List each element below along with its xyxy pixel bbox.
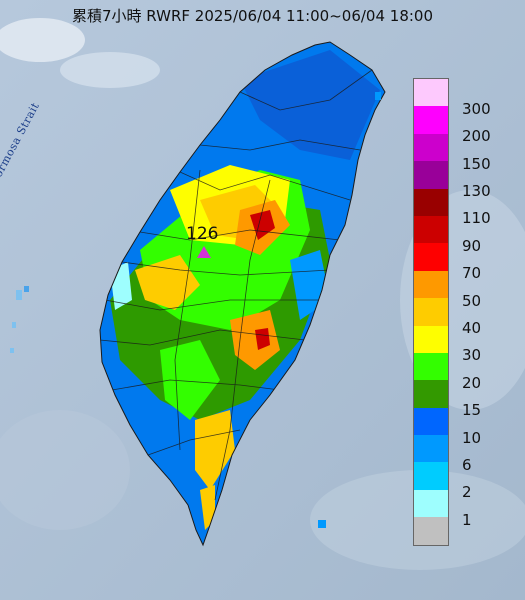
legend-swatch (414, 188, 448, 216)
map-title: 累積7小時 RWRF 2025/06/04 11:00~06/04 18:00 (72, 7, 434, 25)
legend-label: 90 (462, 236, 482, 255)
legend-label: 2 (462, 483, 472, 502)
legend-label: 130 (462, 181, 491, 200)
legend-swatch (414, 215, 448, 244)
color-legend (413, 78, 449, 546)
legend-swatch (414, 435, 448, 463)
legend-swatch (414, 133, 448, 162)
legend-label: 300 (462, 99, 491, 118)
legend-swatch (414, 407, 448, 436)
legend-swatch (414, 517, 448, 545)
legend-label: 110 (462, 209, 491, 228)
county-borders (100, 69, 373, 501)
legend-label: 70 (462, 264, 482, 283)
legend-swatch (414, 462, 448, 490)
legend-label: 30 (462, 346, 482, 365)
legend-label: 6 (462, 455, 472, 474)
legend-swatch (414, 489, 448, 518)
legend-label: 10 (462, 428, 482, 447)
peak-value-label: 126 (186, 224, 219, 244)
legend-swatch (414, 243, 448, 271)
island-outline (99, 41, 386, 547)
legend-swatch (414, 106, 448, 134)
legend-swatch (414, 270, 448, 299)
legend-label: 150 (462, 154, 491, 173)
legend-swatch (414, 352, 448, 381)
legend-swatch (414, 325, 448, 353)
legend-label: 40 (462, 318, 482, 337)
legend-label: 20 (462, 373, 482, 392)
legend-swatch (414, 380, 448, 408)
legend-label: 15 (462, 401, 482, 420)
legend-swatch (414, 79, 448, 107)
legend-label: 50 (462, 291, 482, 310)
peak-marker-icon (197, 246, 211, 258)
penghu-islands (10, 286, 29, 353)
legend-swatch (414, 161, 448, 189)
legend-swatch (414, 298, 448, 326)
legend-label: 200 (462, 127, 491, 146)
legend-label: 1 (462, 510, 472, 529)
